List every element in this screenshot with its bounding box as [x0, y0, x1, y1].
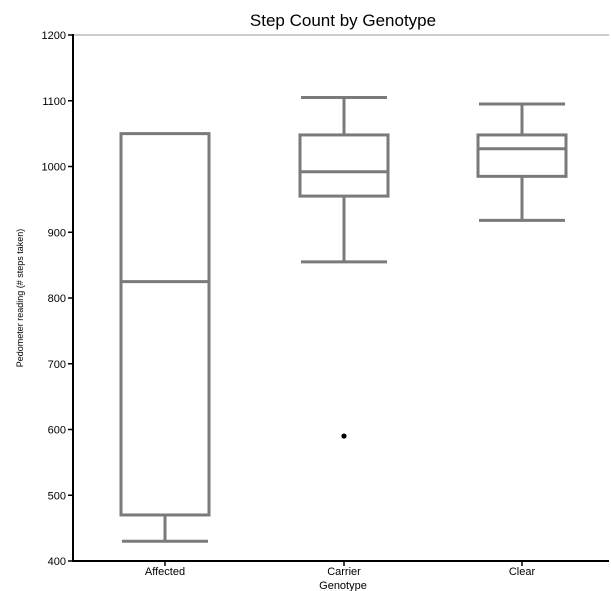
plot-frame	[72, 34, 609, 562]
y-axis-ticks: 400 500 600 700 800 900 1000 1100 1200	[42, 30, 73, 568]
y-tick-label: 600	[48, 425, 66, 437]
y-tick-label: 1200	[42, 30, 66, 42]
x-tick-label: Affected	[145, 566, 185, 578]
box-iqr	[119, 132, 211, 517]
y-tick-label: 900	[48, 227, 66, 239]
x-tick-label: Carrier	[327, 566, 361, 578]
box-iqr	[298, 133, 390, 198]
box-clear	[476, 102, 568, 222]
y-tick-label: 400	[48, 556, 66, 568]
box-affected	[119, 132, 211, 543]
y-tick-label: 1100	[42, 96, 66, 108]
y-axis-label: Pedometer reading (# steps taken)	[15, 229, 25, 368]
box-series	[119, 95, 568, 543]
y-tick-label: 800	[48, 293, 66, 305]
y-tick-label: 700	[48, 359, 66, 371]
x-tick-label: Clear	[509, 566, 536, 578]
x-axis-label: Genotype	[319, 580, 367, 591]
box-carrier	[298, 95, 390, 439]
x-axis-ticks: Affected Carrier Clear	[145, 561, 536, 578]
y-tick-label: 1000	[42, 162, 66, 174]
chart-title: Step Count by Genotype	[250, 11, 436, 30]
box-iqr	[476, 133, 568, 178]
outlier-point	[341, 433, 347, 439]
y-tick-label: 500	[48, 490, 66, 502]
